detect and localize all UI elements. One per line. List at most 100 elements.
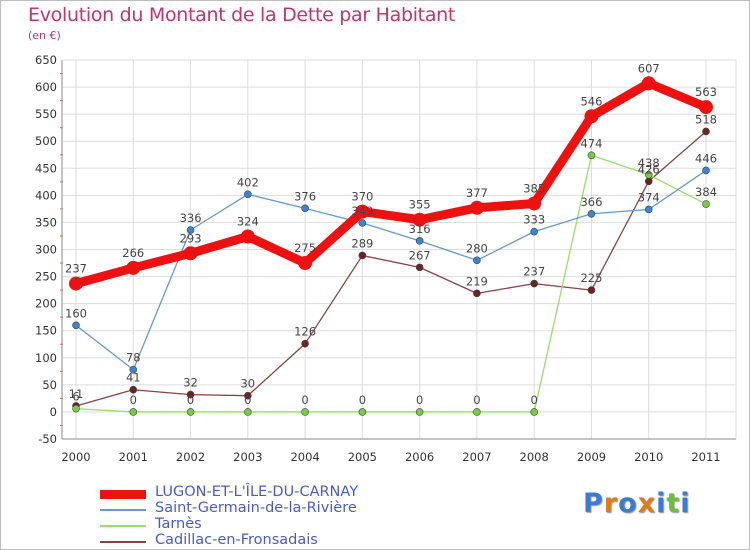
chart-unit: (en €): [28, 29, 61, 42]
data-label: 0: [244, 393, 251, 407]
data-label: 289: [351, 236, 373, 250]
data-point: [240, 229, 255, 244]
data-point: [186, 226, 195, 234]
data-point: [415, 263, 424, 272]
x-tick-label: 2001: [119, 450, 148, 464]
data-point: [358, 219, 367, 227]
data-point: [587, 286, 596, 294]
series-line: [75, 130, 707, 407]
data-point: [358, 251, 367, 260]
legend-swatch: [100, 525, 146, 527]
y-tick-label: 500: [35, 134, 57, 148]
x-tick-label: 2005: [348, 450, 377, 464]
data-label: 11: [69, 387, 84, 401]
x-tick-label: 2007: [462, 450, 491, 464]
data-point: [530, 279, 538, 288]
data-point: [129, 385, 138, 394]
data-point: [702, 127, 710, 136]
data-label: 0: [359, 393, 366, 407]
data-point: [530, 408, 538, 416]
logo-letter: i: [656, 488, 667, 519]
data-label: 366: [580, 195, 602, 209]
data-point: [129, 365, 138, 374]
y-tick-label: 550: [35, 107, 57, 121]
y-tick-label: 650: [35, 53, 57, 67]
data-point: [301, 204, 309, 213]
data-label: 336: [180, 211, 202, 225]
legend-swatch: [100, 541, 146, 543]
data-point: [644, 170, 653, 179]
y-tick-label: 50: [42, 378, 57, 392]
data-label: 333: [523, 213, 545, 227]
data-label: 438: [638, 156, 660, 170]
data-point: [415, 408, 424, 416]
y-tick-label: 450: [35, 161, 57, 175]
data-point: [641, 76, 656, 91]
data-label: 0: [473, 393, 480, 407]
data-label: 384: [695, 185, 717, 199]
data-label: 374: [638, 190, 660, 204]
legend-label: Tarnès: [155, 516, 202, 532]
data-point: [244, 190, 252, 199]
data-label: 160: [65, 306, 87, 320]
x-tick-label: 2003: [233, 450, 262, 464]
data-label: 518: [695, 112, 717, 126]
y-tick-label: 200: [35, 297, 57, 311]
data-label: 446: [695, 151, 717, 165]
data-label: 237: [65, 262, 87, 276]
data-point: [244, 391, 252, 400]
x-tick-label: 2006: [405, 450, 434, 464]
y-tick-label: 300: [35, 243, 57, 257]
data-point: [587, 209, 596, 218]
data-point: [298, 256, 313, 271]
data-label: 41: [126, 371, 141, 385]
data-label: 237: [523, 265, 545, 279]
data-label: 376: [294, 189, 316, 203]
data-label: 0: [531, 393, 538, 407]
data-point: [72, 404, 80, 413]
data-label: 30: [240, 377, 255, 391]
proxiti-logo: Proxiti: [583, 488, 691, 519]
legend-label: Cadillac-en-Fronsadais: [155, 532, 318, 548]
data-label: 293: [180, 231, 202, 245]
data-label: 126: [294, 325, 316, 339]
data-label: 377: [466, 186, 488, 200]
data-label: 324: [237, 215, 259, 229]
data-label: 0: [187, 393, 194, 407]
data-label: 546: [580, 94, 602, 108]
y-tick-label: 0: [50, 405, 57, 419]
logo-letter: i: [680, 488, 691, 519]
data-point: [183, 246, 198, 261]
data-point: [186, 390, 195, 399]
data-point: [355, 204, 370, 219]
logo-letter: r: [603, 488, 619, 519]
data-label: 355: [409, 198, 431, 212]
y-tick-label: 100: [35, 351, 57, 365]
data-label: 219: [466, 274, 488, 288]
data-point: [473, 289, 481, 298]
legend-swatch: [100, 509, 146, 511]
data-point: [527, 196, 542, 211]
data-label: 607: [638, 61, 660, 75]
y-tick-label: 250: [35, 270, 57, 284]
data-label: 32: [183, 376, 198, 390]
data-label: 267: [409, 248, 431, 262]
data-point: [473, 408, 481, 416]
data-point: [126, 260, 141, 275]
logo-letter: x: [637, 488, 657, 519]
y-tick-label: 600: [35, 80, 57, 94]
data-label: 385: [523, 181, 545, 195]
x-tick-label: 2011: [691, 450, 720, 464]
data-label: 280: [466, 241, 488, 255]
data-label: 563: [695, 85, 717, 99]
x-tick-label: 2004: [290, 450, 319, 464]
data-point: [69, 276, 83, 291]
data-point: [699, 100, 713, 115]
data-point: [72, 321, 80, 330]
chart-title: Evolution du Montant de la Dette par Hab…: [28, 4, 456, 26]
data-point: [186, 408, 195, 416]
legend-label: Saint-Germain-de-la-Rivière: [155, 500, 357, 516]
data-point: [530, 227, 538, 236]
x-tick-label: 2009: [577, 450, 606, 464]
data-point: [702, 200, 710, 208]
